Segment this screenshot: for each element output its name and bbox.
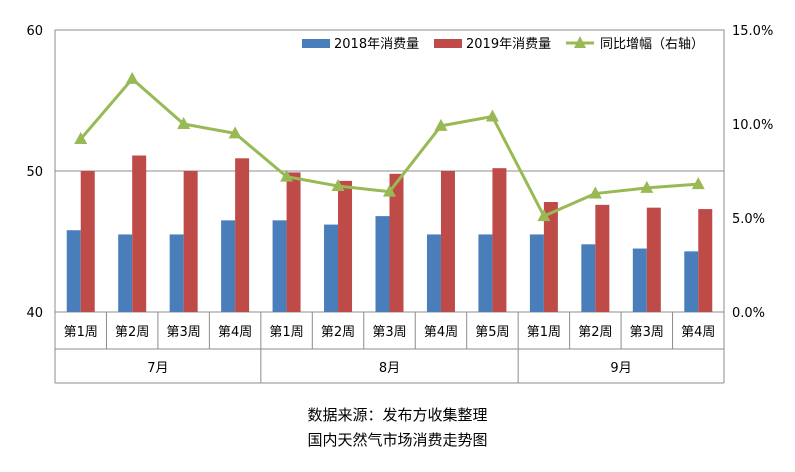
bar-2018 — [118, 234, 133, 312]
source-caption: 数据来源：发布方收集整理 — [307, 406, 488, 424]
x-tick-label: 第1周 — [64, 325, 98, 340]
bar-2018 — [324, 224, 339, 312]
bar-2019 — [183, 171, 198, 312]
x-tick-label: 第5周 — [475, 325, 509, 340]
growth-point — [691, 177, 705, 190]
bar-2018 — [529, 234, 544, 312]
bar-2019 — [646, 207, 661, 312]
bar-2019 — [286, 172, 301, 312]
month-label: 9月 — [610, 361, 631, 376]
legend-label: 2019年消费量 — [466, 37, 551, 52]
y2-tick-label: 5.0% — [732, 212, 765, 227]
bar-2018 — [632, 248, 647, 312]
bar-2018 — [426, 234, 441, 312]
legend-marker — [574, 36, 586, 48]
bar-2018 — [272, 220, 287, 312]
growth-point — [74, 132, 88, 145]
x-tick-label: 第2周 — [321, 325, 355, 340]
x-tick-label: 第4周 — [424, 325, 458, 340]
growth-point — [640, 180, 654, 193]
x-tick-label: 第3周 — [372, 325, 406, 340]
growth-point — [280, 169, 294, 182]
y2-tick-label: 15.0% — [732, 24, 773, 39]
x-tick-label: 第4周 — [681, 325, 715, 340]
y-tick-label: 40 — [26, 306, 43, 321]
x-tick-label: 第4周 — [218, 325, 252, 340]
x-tick-label: 第3周 — [630, 325, 664, 340]
bar-2019 — [440, 171, 455, 312]
x-tick-label: 第2周 — [578, 325, 612, 340]
bar-2019 — [698, 209, 713, 312]
bar-2018 — [169, 234, 184, 312]
x-tick-label: 第1周 — [527, 325, 561, 340]
growth-point — [537, 209, 551, 222]
bar-2019 — [80, 171, 95, 312]
legend-swatch — [434, 39, 462, 48]
bar-2019 — [338, 180, 353, 312]
legend-label: 同比增幅（右轴） — [600, 37, 704, 52]
month-label: 7月 — [147, 361, 168, 376]
bar-2018 — [221, 220, 236, 312]
growth-point — [485, 109, 499, 122]
chart: 40 50 60 0.0% 5.0% 10.0% 15.0% 第1周 第2周 第3周 第4周 第1周 第… — [26, 24, 773, 384]
x-tick-label: 第2周 — [115, 325, 149, 340]
bar-2019 — [492, 168, 507, 312]
bar-2019 — [132, 155, 147, 312]
x-tick-label: 第1周 — [269, 325, 303, 340]
chart-caption: 国内天然气市场消费走势图 — [307, 431, 488, 449]
growth-point — [383, 184, 396, 197]
bar-2019 — [595, 204, 610, 312]
growth-point — [177, 117, 191, 129]
legend-label: 2018年消费量 — [334, 37, 419, 52]
y-tick-label: 50 — [26, 165, 43, 180]
bar-2018 — [684, 251, 699, 312]
bar-2019 — [389, 173, 404, 312]
bar-2019 — [543, 202, 558, 312]
legend-swatch — [302, 39, 330, 48]
bar-2018 — [375, 216, 390, 312]
month-label: 8月 — [379, 361, 400, 376]
growth-point — [228, 126, 242, 139]
growth-point — [588, 186, 602, 199]
bar-2018 — [581, 244, 596, 312]
growth-point — [125, 71, 139, 84]
bar-2018 — [478, 234, 493, 312]
bar-2019 — [235, 158, 250, 312]
bar-2018 — [66, 230, 81, 312]
growth-point — [331, 179, 345, 192]
y2-tick-label: 0.0% — [732, 306, 765, 321]
growth-point — [434, 118, 448, 131]
y-tick-label: 60 — [26, 24, 43, 39]
x-tick-label: 第3周 — [167, 325, 201, 340]
y2-tick-label: 10.0% — [732, 118, 773, 133]
